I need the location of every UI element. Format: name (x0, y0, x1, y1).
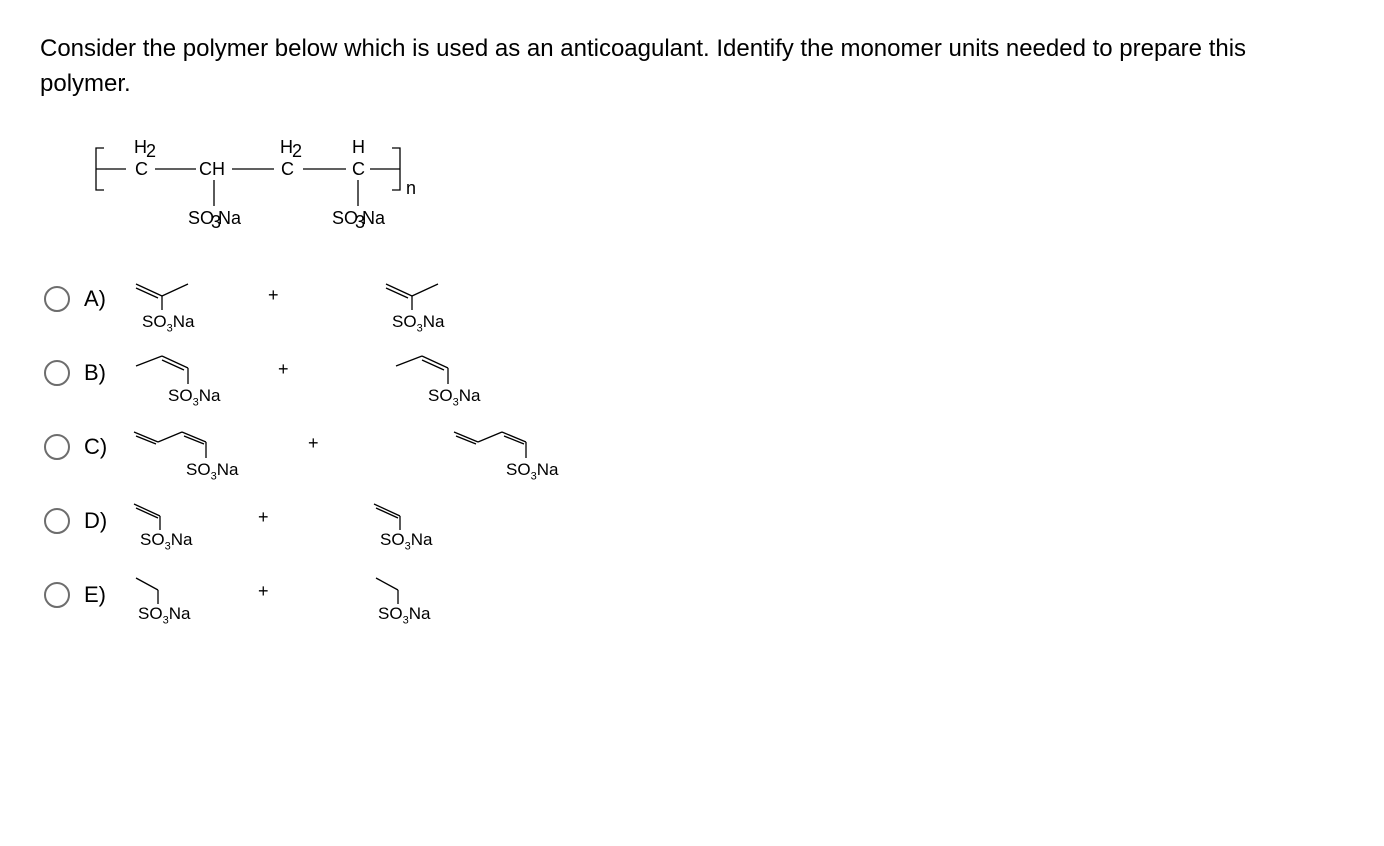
option-c-structures: SO3Na + SO3Na (128, 424, 608, 470)
so3na-label: SO3Na (142, 310, 194, 335)
option-e-label: E) (84, 579, 114, 611)
svg-text:Na: Na (362, 208, 386, 228)
radio-d[interactable] (44, 508, 70, 534)
so3na-label: SO3Na (140, 528, 192, 553)
option-e[interactable]: E) SO3Na + SO3Na (44, 572, 1344, 618)
so3na-label: SO3Na (138, 602, 190, 627)
option-e-structures: SO3Na + SO3Na (128, 572, 478, 618)
svg-text:n: n (406, 178, 416, 198)
option-a[interactable]: A) SO3Na + (44, 276, 1344, 322)
radio-a[interactable] (44, 286, 70, 312)
option-c-label: C) (84, 431, 114, 463)
so3na-label: SO3Na (186, 458, 238, 483)
plus-icon: + (288, 430, 448, 456)
option-b-label: B) (84, 357, 114, 389)
radio-e[interactable] (44, 582, 70, 608)
plus-icon: + (238, 578, 368, 604)
option-b[interactable]: B) SO3Na + (44, 350, 1344, 396)
svg-text:2: 2 (146, 141, 156, 161)
so3na-label: SO3Na (378, 602, 430, 627)
option-b-structures: SO3Na + SO3Na (128, 350, 518, 396)
option-a-structures: SO3Na + SO3Na (128, 276, 498, 322)
so3na-label: SO3Na (428, 384, 480, 409)
polymer-svg: H2 C CH H2 C H C n SO3Na SO3Na (62, 130, 442, 240)
option-d-structures: SO3Na + SO3Na (128, 498, 478, 544)
so3na-label: SO3Na (168, 384, 220, 409)
plus-icon: + (248, 282, 378, 308)
svg-text:CH: CH (199, 159, 225, 179)
svg-text:Na: Na (218, 208, 242, 228)
radio-b[interactable] (44, 360, 70, 386)
option-a-label: A) (84, 283, 114, 315)
so3na-label: SO3Na (380, 528, 432, 553)
radio-c[interactable] (44, 434, 70, 460)
svg-text:C: C (352, 159, 365, 179)
option-c[interactable]: C) SO3Na + (44, 424, 1344, 470)
svg-text:C: C (281, 159, 294, 179)
so3na-label: SO3Na (392, 310, 444, 335)
svg-text:2: 2 (292, 141, 302, 161)
svg-text:H: H (352, 137, 365, 157)
option-d-label: D) (84, 505, 114, 537)
plus-icon: + (258, 356, 388, 382)
plus-icon: + (238, 504, 368, 530)
svg-text:C: C (135, 159, 148, 179)
option-d[interactable]: D) SO3Na + (44, 498, 1344, 544)
so3na-label: SO3Na (506, 458, 558, 483)
options-list: A) SO3Na + (44, 276, 1344, 618)
question-text: Consider the polymer below which is used… (40, 32, 1320, 102)
polymer-structure: H2 C CH H2 C H C n SO3Na SO3Na (62, 130, 1344, 240)
